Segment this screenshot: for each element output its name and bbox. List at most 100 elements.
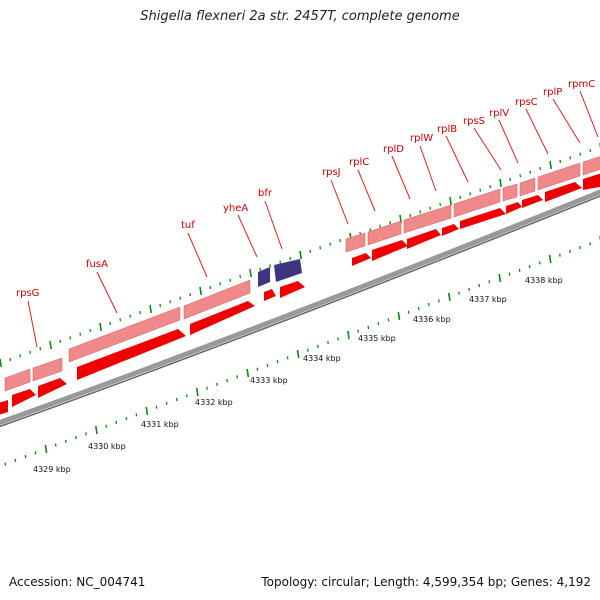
gene-box-rpsS-light [502, 183, 518, 202]
gene-box-fusA-light [68, 306, 181, 363]
outer-tick [569, 156, 572, 160]
scale-tick [337, 337, 339, 341]
scale-tick [589, 242, 592, 246]
leader-bfr [264, 200, 283, 250]
gene-box-yheA-purple [258, 267, 270, 287]
gene-arrow-1 [0, 400, 8, 415]
gene-arrow-16 [583, 173, 600, 190]
genome-summary-text: Topology: circular; Length: 4,599,354 bp… [261, 575, 591, 589]
scale-tick [95, 425, 98, 435]
scale-tick [538, 261, 541, 265]
leader-rpmC [579, 90, 599, 138]
kbp-label-4331: 4331 kbp [141, 420, 179, 429]
gene-arrow-5 [190, 301, 255, 335]
outer-tick [499, 178, 502, 188]
outer-tick [579, 152, 582, 156]
scale-tick-row [4, 236, 600, 466]
leader-rpsC [525, 108, 549, 155]
scale-tick [286, 356, 289, 360]
kbp-label-4334: 4334 kbp [303, 354, 341, 363]
outer-tick [459, 195, 462, 200]
scale-tick [155, 405, 158, 409]
gene-label-rpsG: rpsG [16, 288, 39, 299]
kbp-label-4332: 4332 kbp [195, 398, 233, 407]
outer-tick [539, 166, 542, 171]
outer-tick [589, 148, 592, 153]
outer-tick [49, 340, 52, 350]
leader-rpsG [27, 300, 38, 348]
genome-title: Shigella flexneri 2a str. 2457T, complet… [140, 9, 460, 24]
gene-label-rplB: rplB [437, 124, 457, 135]
outer-tick [559, 159, 562, 164]
gene-box-rplC-light [367, 220, 402, 246]
outer-tick [249, 268, 252, 278]
gene-arrow-7 [280, 281, 305, 298]
outer-tick [99, 322, 102, 332]
gene-label-yheA: yheA [223, 203, 248, 214]
gene-box-rplB-light [453, 188, 501, 218]
gene-label-rplD: rplD [383, 144, 404, 155]
outer-tick [199, 286, 202, 296]
upper-gene-track [4, 156, 600, 392]
leader-rpsS [473, 127, 502, 171]
gene-box-rplD-light [403, 204, 452, 234]
gene-label-rpmC: rpmC [568, 79, 595, 90]
scale-tick [468, 287, 471, 292]
outer-tick [299, 250, 302, 260]
scale-tick [548, 254, 552, 264]
outer-tick [529, 170, 532, 174]
gene-box-rpsC-light [537, 162, 581, 191]
gene-label-rplC: rplC [349, 157, 369, 168]
gene-box-rpsG-light-2 [32, 357, 63, 382]
outer-tick [39, 346, 42, 351]
gene-arrow-11 [442, 224, 459, 236]
leader-rplP [552, 98, 581, 144]
gene-label-rplP: rplP [543, 87, 562, 98]
gene-arrow-4 [77, 329, 186, 380]
gene-arrow-10 [407, 229, 441, 249]
leader-rplC [357, 169, 376, 212]
gene-box-rpsJ-light [345, 232, 366, 253]
gene-label-rpsJ: rpsJ [322, 167, 341, 178]
leader-tuf [187, 232, 208, 278]
outer-tick [229, 278, 232, 282]
leader-rplD [391, 155, 411, 200]
gene-label-bfr: bfr [258, 188, 273, 199]
gene-arrow-14 [522, 195, 543, 208]
kbp-label-4335: 4335 kbp [358, 334, 396, 343]
gene-arrow-15 [545, 182, 582, 202]
kbp-label-4336: 4336 kbp [413, 315, 451, 324]
gene-labels: rpsG fusA tuf yheA bfr rpsJ rplC rplD rp… [16, 79, 595, 299]
scale-tick [276, 359, 279, 364]
outer-tick [549, 160, 552, 170]
outer-tick [79, 332, 82, 336]
gene-label-fusA: fusA [86, 259, 108, 270]
scale-tick [347, 330, 350, 340]
gene-box-rpsG-light-1 [4, 368, 31, 392]
gene-arrow-13 [506, 202, 522, 214]
gene-arrow-2 [12, 389, 36, 407]
scale-tick [246, 368, 250, 378]
backbone-line [0, 189, 600, 426]
scale-tick [54, 443, 57, 447]
scale-tick [407, 310, 410, 314]
outer-tick [309, 249, 312, 254]
scale-tick [458, 291, 460, 295]
leader-rplV [498, 119, 519, 164]
leader-rplW [419, 145, 437, 192]
gene-arrow-12 [460, 208, 506, 229]
outer-tick [69, 336, 72, 340]
gene-label-rplV: rplV [489, 108, 509, 119]
gene-label-rplW: rplW [410, 133, 433, 144]
scale-tick [226, 378, 229, 383]
gene-label-rpsS: rpsS [463, 116, 485, 127]
scale-tick [195, 387, 199, 397]
gene-box-rplV-light [519, 177, 536, 197]
gene-label-tuf: tuf [181, 220, 195, 231]
outer-tick [449, 196, 452, 206]
scale-tick [44, 444, 48, 454]
scale-tick [296, 349, 300, 359]
kbp-label-4338: 4338 kbp [525, 276, 563, 285]
leader-fusA [96, 271, 118, 314]
